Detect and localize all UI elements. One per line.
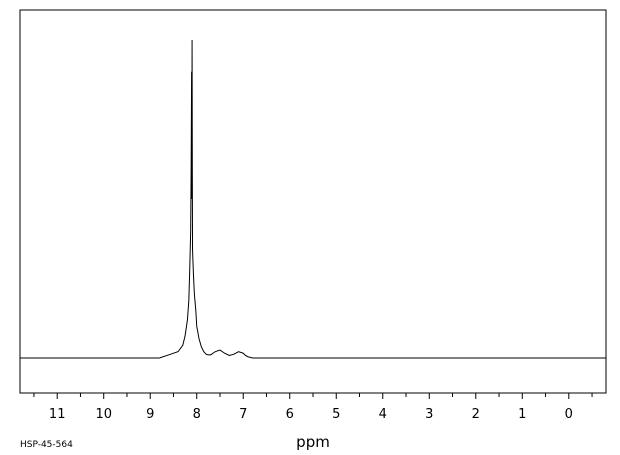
x-axis-ticks xyxy=(33,393,593,399)
tick-label: 10 xyxy=(95,407,112,422)
x-axis-title: ppm xyxy=(296,433,330,451)
x-axis-tick-labels: 11 10 9 8 7 6 5 4 3 2 1 0 xyxy=(49,407,573,422)
tick-label: 9 xyxy=(146,407,154,422)
tick-label: 1 xyxy=(518,407,526,422)
plot-frame xyxy=(19,9,607,394)
tick-label: 11 xyxy=(49,407,66,422)
tick-label: 6 xyxy=(286,407,294,422)
tick-label: 3 xyxy=(425,407,433,422)
tick-label: 2 xyxy=(472,407,480,422)
spectrum-code: HSP-45-564 xyxy=(20,440,73,450)
spectrum-line xyxy=(20,39,606,359)
tick-label: 0 xyxy=(565,407,573,422)
tick-label: 4 xyxy=(379,407,387,422)
tick-label: 8 xyxy=(193,407,201,422)
tick-label: 7 xyxy=(239,407,247,422)
tick-label: 5 xyxy=(332,407,340,422)
